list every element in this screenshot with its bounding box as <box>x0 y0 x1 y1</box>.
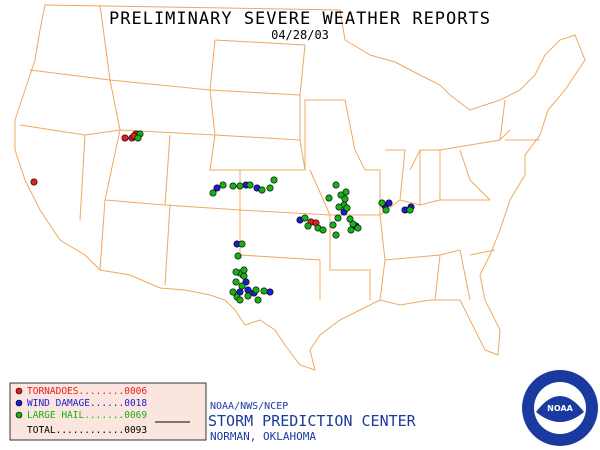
legend-dot <box>15 411 23 419</box>
report-dot <box>244 292 252 300</box>
report-dot <box>30 178 38 186</box>
report-dot <box>406 206 414 214</box>
report-dot <box>229 182 237 190</box>
report-dot <box>341 195 349 203</box>
report-dot <box>232 268 240 276</box>
logo-text: NOAA <box>547 404 573 413</box>
report-dot <box>343 204 351 212</box>
report-dot <box>236 296 244 304</box>
report-dot <box>236 182 244 190</box>
report-dot <box>219 181 227 189</box>
report-dot <box>240 272 248 280</box>
report-dot <box>232 278 240 286</box>
report-dot <box>134 134 142 142</box>
map-title: PRELIMINARY SEVERE WEATHER REPORTS <box>109 9 491 29</box>
footer-agency: NOAA/NWS/NCEP <box>210 401 288 412</box>
report-dot <box>252 286 260 294</box>
report-dot <box>378 199 386 207</box>
logo-gull <box>536 396 584 422</box>
report-dot <box>385 199 393 207</box>
report-dot <box>382 206 390 214</box>
report-dot <box>304 222 312 230</box>
map-date: 04/28/03 <box>271 28 329 42</box>
report-dot <box>213 184 221 192</box>
report-dot <box>229 288 237 296</box>
legend-dot <box>15 399 23 407</box>
state-lines <box>19 4 540 301</box>
report-dot <box>332 181 340 189</box>
report-dot <box>319 226 327 234</box>
report-dot <box>266 288 274 296</box>
report-dot <box>266 184 274 192</box>
report-dot <box>260 287 268 295</box>
report-dot <box>332 231 340 239</box>
report-dot <box>301 214 309 222</box>
report-dot <box>254 296 262 304</box>
report-dot <box>354 224 362 232</box>
report-dot <box>238 240 246 248</box>
report-dot <box>270 176 278 184</box>
legend-row: LARGE HAIL.......0069 <box>27 410 147 421</box>
legend-total: TOTAL............0093 <box>27 425 147 436</box>
legend-row: TORNADOES........0006 <box>27 386 147 397</box>
report-dot <box>240 266 248 274</box>
us-map <box>14 4 586 371</box>
report-dot <box>325 194 333 202</box>
report-dot <box>246 181 254 189</box>
noaa-logo: NOAA <box>522 370 598 446</box>
legend-dot <box>15 387 23 395</box>
legend-row: WIND DAMAGE......0018 <box>27 398 147 409</box>
report-dot <box>347 226 355 234</box>
report-dot <box>121 134 129 142</box>
report-dot <box>334 214 342 222</box>
footer-location: NORMAN, OKLAHOMA <box>210 430 316 443</box>
report-dot <box>258 186 266 194</box>
report-dot <box>209 189 217 197</box>
footer-center: STORM PREDICTION CENTER <box>208 412 417 430</box>
report-dot <box>335 203 343 211</box>
report-dot <box>244 286 252 294</box>
report-dot <box>234 252 242 260</box>
report-dot <box>238 282 246 290</box>
report-dots <box>30 130 415 304</box>
report-dot <box>342 188 350 196</box>
legend-box <box>9 382 207 441</box>
report-dot <box>329 221 337 229</box>
